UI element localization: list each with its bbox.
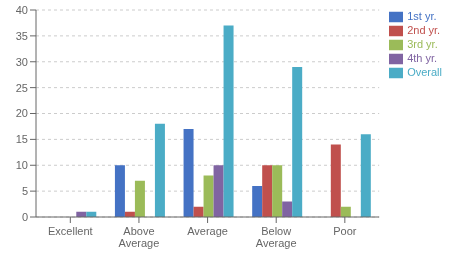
svg-text:30: 30 (16, 56, 28, 68)
svg-text:40: 40 (16, 4, 28, 16)
html-text:4th yr.: 4th yr. (407, 52, 438, 65)
svg-text:10: 10 (16, 159, 28, 171)
html-text:3rd yr.: 3rd yr. (407, 38, 438, 51)
svg-text:35: 35 (16, 30, 28, 42)
svg-text:15: 15 (16, 133, 28, 145)
svg-text:25: 25 (16, 82, 28, 94)
svg-text:0: 0 (22, 211, 28, 223)
svg-text:5: 5 (22, 185, 28, 197)
svg-text:Average: Average (187, 225, 228, 237)
html-text:1st yr.: 1st yr. (407, 10, 437, 22)
svg-text:AboveAverage: AboveAverage (119, 225, 160, 249)
svg-text:20: 20 (16, 107, 28, 119)
svg-text:Excellent: Excellent (48, 225, 93, 237)
svg-text:BelowAverage: BelowAverage (256, 225, 297, 249)
svg-text:Poor: Poor (333, 225, 357, 237)
html-text:Overall: Overall (407, 66, 442, 79)
html-text:2nd yr.: 2nd yr. (407, 24, 441, 37)
